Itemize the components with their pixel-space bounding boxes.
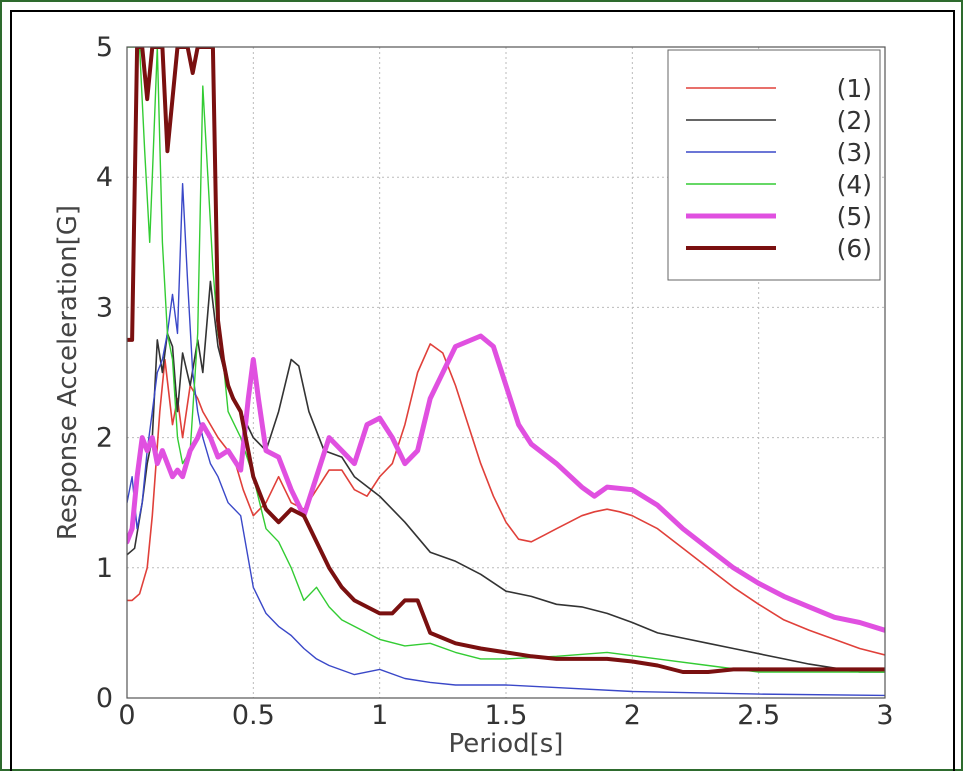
x-axis-label: Period[s] xyxy=(449,729,564,759)
x-tick-label: 0.5 xyxy=(232,700,275,731)
series-line-5 xyxy=(127,333,885,633)
legend-label-5: (5) xyxy=(837,202,872,231)
legend-label-2: (2) xyxy=(837,106,872,135)
x-tick-label: 2.5 xyxy=(737,700,780,731)
x-tick-label: 2 xyxy=(624,700,641,731)
y-tick-label: 4 xyxy=(96,162,113,193)
y-tick-label: 2 xyxy=(96,423,113,454)
y-tick-label: 1 xyxy=(96,553,113,584)
legend-label-6: (6) xyxy=(837,234,872,263)
series-layer xyxy=(127,47,885,697)
figure-inner xyxy=(10,10,955,771)
x-tick-label: 3 xyxy=(876,700,893,731)
y-tick-label: 3 xyxy=(96,292,113,323)
series-line-3 xyxy=(127,182,885,697)
legend-label-1: (1) xyxy=(837,74,872,103)
x-tick-label: 1 xyxy=(371,700,388,731)
series-line-6 xyxy=(127,47,885,674)
series-line-2 xyxy=(127,280,885,673)
y-tick-label: 0 xyxy=(96,683,113,714)
y-axis-label: Response Acceleration[G] xyxy=(53,205,83,540)
y-tick-label: 5 xyxy=(96,32,113,63)
x-tick-label: 0 xyxy=(118,700,135,731)
series-line-1 xyxy=(127,343,885,656)
plot-border xyxy=(126,46,886,699)
legend-label-4: (4) xyxy=(837,170,872,199)
tick-labels: 0 0.5 1 1.5 2 2.5 3 0 1 2 3 4 5 xyxy=(96,32,894,731)
x-tick-label: 1.5 xyxy=(485,700,528,731)
legend: (1) (2) (3) (4) (5) (6) xyxy=(667,49,881,281)
legend-label-3: (3) xyxy=(837,138,872,167)
